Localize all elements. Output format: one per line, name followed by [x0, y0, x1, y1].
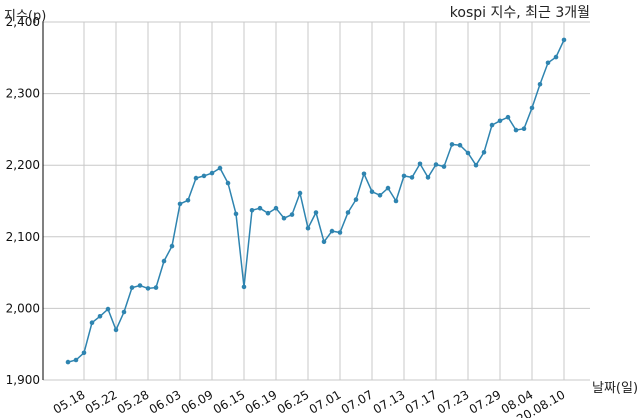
y-tick-label: 2,300	[6, 87, 40, 101]
data-point	[489, 122, 495, 128]
data-point	[329, 228, 335, 234]
data-point	[561, 37, 567, 43]
data-point	[193, 175, 199, 181]
data-point	[457, 142, 463, 148]
data-point	[401, 173, 407, 179]
data-point	[73, 357, 79, 363]
data-point	[273, 205, 279, 211]
data-point	[545, 60, 551, 66]
data-point	[161, 258, 167, 264]
data-point	[241, 284, 247, 290]
x-tick-label: 06.19	[243, 387, 280, 416]
data-point	[409, 175, 415, 180]
x-tick-label: 07.01	[307, 387, 344, 416]
data-point	[417, 161, 423, 167]
data-point	[537, 82, 543, 87]
data-point	[201, 173, 207, 179]
data-point	[321, 239, 327, 245]
y-axis-title: 지수(p)	[4, 9, 46, 24]
data-point	[345, 210, 351, 215]
data-point	[169, 243, 175, 249]
data-point	[281, 215, 287, 221]
x-tick-label: 07.23	[435, 387, 472, 416]
data-points	[65, 37, 567, 365]
data-point	[249, 208, 255, 213]
x-tick-label: 07.17	[403, 387, 440, 416]
data-point	[121, 309, 127, 315]
data-point	[521, 126, 527, 131]
data-point	[89, 320, 95, 326]
x-tick-label: 05.18	[51, 387, 88, 416]
data-point	[257, 205, 263, 211]
data-point	[233, 211, 239, 217]
x-tick-label: 06.03	[147, 387, 184, 416]
x-axis-title: 날짜(일)	[592, 381, 638, 396]
data-point	[481, 150, 487, 155]
data-point	[385, 185, 391, 191]
chart-title: kospi 지수, 최근 3개월	[450, 5, 590, 21]
series-line	[67, 39, 565, 363]
data-point	[433, 162, 439, 167]
data-point	[225, 180, 231, 186]
data-point	[209, 170, 215, 176]
data-point	[289, 212, 295, 217]
data-point	[185, 198, 191, 203]
data-point	[393, 198, 399, 204]
data-point	[113, 327, 119, 333]
x-tick-label: 07.29	[467, 387, 504, 416]
x-tick-label: 06.25	[275, 387, 312, 416]
y-tick-label: 1,900	[6, 373, 40, 387]
data-point	[473, 162, 479, 168]
data-point	[441, 164, 447, 169]
y-tick-label: 2,000	[6, 301, 40, 315]
data-point	[177, 201, 183, 207]
x-axis-ticks: 05.1805.2205.2806.0306.0906.1506.1906.25…	[51, 387, 568, 418]
data-point	[369, 189, 375, 194]
data-point	[377, 193, 383, 198]
data-point	[449, 142, 455, 147]
y-tick-label: 2,200	[6, 158, 40, 172]
x-tick-label: 05.28	[115, 387, 152, 416]
data-point	[337, 230, 343, 235]
data-point	[529, 105, 535, 111]
data-point	[217, 165, 223, 171]
data-point	[353, 197, 359, 202]
data-point	[313, 210, 319, 215]
data-point	[297, 190, 303, 196]
y-axis-ticks: 1,900 2,000 2,100 2,200 2,300 2,400	[6, 15, 40, 387]
x-tick-label: 06.09	[179, 387, 216, 416]
x-tick-label: 07.13	[371, 387, 408, 416]
data-point	[513, 127, 519, 133]
data-point	[65, 359, 71, 365]
y-tick-label: 2,100	[6, 230, 40, 244]
y-tick-label: 2,400	[6, 15, 40, 29]
data-point	[81, 350, 87, 356]
data-point	[505, 114, 511, 120]
data-point	[97, 314, 103, 319]
x-tick-label: 07.07	[339, 387, 376, 416]
data-point	[129, 285, 135, 290]
x-tick-label: 05.22	[83, 387, 120, 416]
x-tick-label: 06.15	[211, 387, 248, 416]
data-point	[265, 210, 271, 216]
data-point	[553, 54, 559, 60]
data-point	[465, 150, 471, 156]
data-point	[425, 175, 431, 180]
data-point	[497, 118, 503, 124]
data-point	[145, 286, 151, 291]
data-point	[305, 225, 311, 231]
data-point	[105, 306, 111, 312]
data-point	[153, 285, 159, 290]
data-point	[361, 171, 367, 177]
grid	[43, 21, 590, 381]
data-point	[137, 283, 143, 288]
